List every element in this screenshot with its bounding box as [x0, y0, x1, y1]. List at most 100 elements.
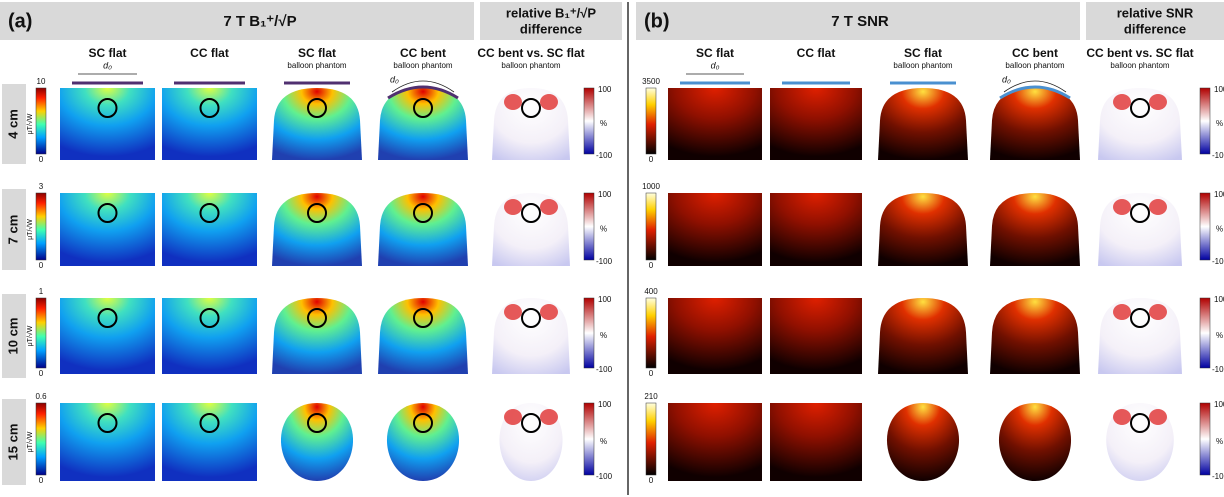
map-hotspot	[540, 409, 558, 425]
relative-max: 100	[1214, 295, 1224, 304]
row-label: 4 cm	[5, 109, 20, 139]
relative-min: -100	[1212, 257, 1224, 266]
colorbar	[36, 298, 46, 368]
relative-min: -100	[1212, 151, 1224, 160]
colorbar-min: 0	[39, 261, 44, 270]
map-hotspot	[540, 94, 558, 110]
relative-colorbar	[1200, 88, 1210, 154]
relative-max: 100	[1214, 85, 1224, 94]
relative-colorbar	[584, 403, 594, 475]
colorbar-min: 0	[649, 476, 654, 485]
relative-unit: %	[600, 119, 607, 128]
column-sublabel: balloon phantom	[287, 61, 346, 70]
colorbar	[36, 193, 46, 260]
relative-min: -100	[1212, 472, 1224, 481]
relative-colorbar	[584, 298, 594, 368]
colorbar-max: 0.6	[35, 392, 47, 401]
column-label: CC bent vs. SC flat	[477, 46, 584, 60]
colorbar-min: 0	[39, 369, 44, 378]
colorbar-min: 0	[39, 155, 44, 164]
relative-max: 100	[1214, 190, 1224, 199]
relative-title: relative SNR	[1117, 5, 1194, 20]
relative-min: -100	[596, 151, 613, 160]
column-label: CC bent vs. SC flat	[1086, 46, 1193, 60]
map-hotspot	[1113, 304, 1131, 320]
map-image	[878, 298, 968, 374]
colorbar-max: 3	[39, 182, 44, 191]
map-hotspot	[1113, 409, 1131, 425]
relative-unit: %	[600, 331, 607, 340]
d0-label: d₀	[1002, 74, 1011, 84]
map-image	[668, 403, 762, 481]
colorbar-min: 0	[649, 369, 654, 378]
map-image	[770, 298, 862, 374]
map-image	[668, 193, 762, 266]
colorbar-min: 0	[649, 155, 654, 164]
map-image	[878, 193, 968, 266]
colorbar	[36, 403, 46, 475]
map-hotspot	[540, 304, 558, 320]
column-label: CC flat	[190, 46, 229, 60]
relative-colorbar	[1200, 298, 1210, 368]
colorbar-max: 1000	[642, 182, 660, 191]
column-label: SC flat	[696, 46, 734, 60]
panel-label: (b)	[644, 10, 670, 32]
relative-colorbar	[1200, 193, 1210, 260]
colorbar	[646, 403, 656, 475]
map-hotspot	[504, 409, 522, 425]
colorbar-min: 0	[649, 261, 654, 270]
map-hotspot	[1149, 94, 1167, 110]
map-image	[770, 88, 862, 160]
relative-colorbar	[584, 88, 594, 154]
colorbar-max: 1	[39, 287, 44, 296]
relative-min: -100	[596, 257, 613, 266]
relative-min: -100	[596, 472, 613, 481]
d0-label: d₀	[103, 60, 112, 70]
row-label: 7 cm	[5, 215, 20, 245]
column-label: SC flat	[904, 46, 942, 60]
column-label: CC bent	[400, 46, 446, 60]
relative-title: difference	[1124, 21, 1186, 36]
map-hotspot	[504, 199, 522, 215]
column-label: SC flat	[298, 46, 336, 60]
column-sublabel: balloon phantom	[1005, 61, 1064, 70]
relative-unit: %	[1216, 437, 1223, 446]
relative-unit: %	[600, 225, 607, 234]
column-label: SC flat	[88, 46, 126, 60]
map-image	[887, 403, 959, 481]
colorbar-max: 400	[644, 287, 658, 296]
d0-label: d₀	[711, 60, 720, 70]
map-hotspot	[540, 199, 558, 215]
relative-min: -100	[596, 365, 613, 374]
map-image	[668, 298, 762, 374]
row-label: 15 cm	[5, 424, 20, 461]
relative-unit: %	[1216, 119, 1223, 128]
row-label: 10 cm	[5, 318, 20, 355]
panel-title: 7 T SNR	[831, 13, 889, 30]
map-hotspot	[504, 94, 522, 110]
panel-title: 7 T B₁⁺/√P	[223, 13, 296, 30]
colorbar-min: 0	[39, 476, 44, 485]
colorbar	[646, 298, 656, 368]
relative-min: -100	[1212, 365, 1224, 374]
relative-title: difference	[520, 21, 582, 36]
map-hotspot	[504, 304, 522, 320]
map-hotspot	[1113, 199, 1131, 215]
colorbar-unit: μT/√W	[26, 113, 34, 134]
column-label: CC flat	[797, 46, 836, 60]
colorbar	[646, 193, 656, 260]
relative-title: relative B₁⁺/√P	[506, 5, 597, 20]
map-image	[999, 403, 1071, 481]
panel-label: (a)	[8, 10, 32, 32]
column-sublabel: balloon phantom	[1110, 61, 1169, 70]
relative-max: 100	[1214, 400, 1224, 409]
map-image	[990, 88, 1080, 160]
colorbar	[646, 88, 656, 154]
colorbar-max: 210	[644, 392, 658, 401]
map-hotspot	[1113, 94, 1131, 110]
column-sublabel: balloon phantom	[501, 61, 560, 70]
colorbar-unit: μT/√W	[26, 325, 34, 346]
map-image	[770, 193, 862, 266]
relative-max: 100	[598, 85, 612, 94]
column-sublabel: balloon phantom	[893, 61, 952, 70]
